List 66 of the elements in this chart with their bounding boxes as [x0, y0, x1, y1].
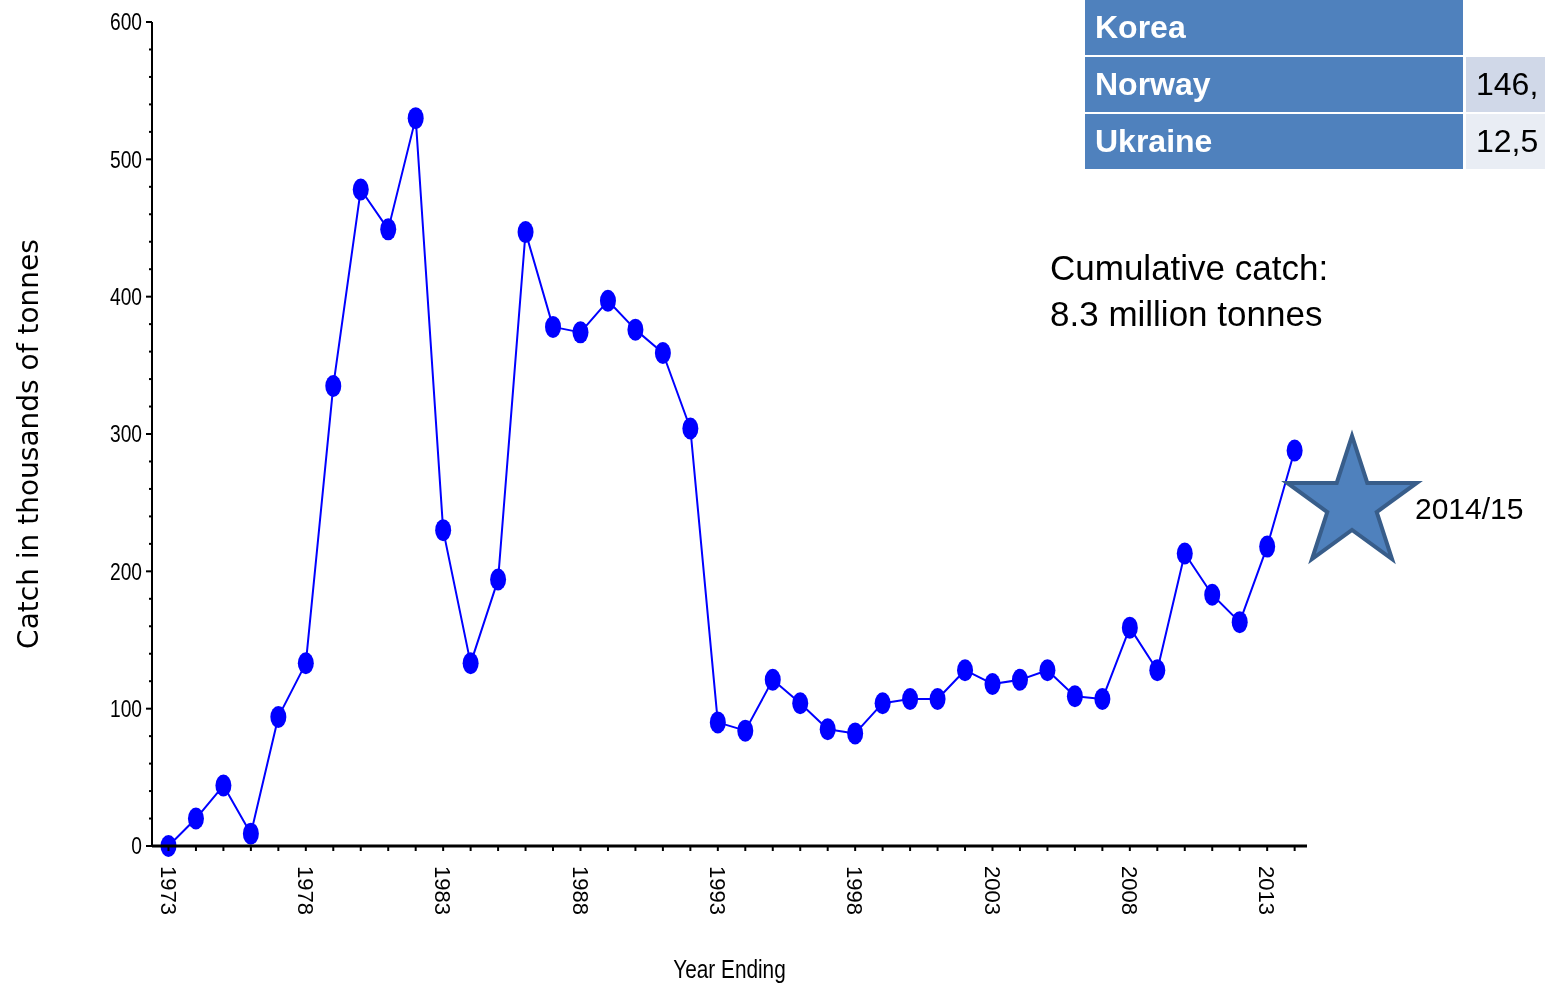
y-tick-label: 600 — [109, 8, 142, 36]
annotation: Norway — [1095, 66, 1211, 102]
point — [1121, 616, 1138, 639]
point — [490, 568, 507, 591]
point — [1094, 688, 1111, 711]
point — [627, 318, 644, 341]
point — [1039, 659, 1056, 682]
y-tick-label: 500 — [109, 145, 142, 174]
point — [984, 672, 1001, 695]
point — [380, 218, 397, 241]
point — [929, 688, 946, 711]
point — [517, 221, 534, 244]
x-tick-label: 1973 — [155, 866, 181, 915]
point — [654, 341, 671, 364]
point — [599, 289, 616, 312]
point — [819, 718, 836, 741]
point — [435, 519, 452, 542]
point — [682, 417, 699, 440]
y-tick-label: 100 — [109, 694, 142, 723]
text: 2014/15 — [1415, 492, 1524, 525]
point — [462, 652, 479, 675]
point — [1011, 668, 1028, 691]
x-tick-label: 2013 — [1254, 866, 1280, 915]
text: 12,5 — [1476, 123, 1539, 159]
y-tick-label: 200 — [109, 557, 142, 586]
y-tick-label: 300 — [109, 420, 142, 448]
point — [545, 315, 562, 338]
x-tick-label: 2003 — [979, 866, 1005, 915]
point — [737, 719, 754, 742]
point — [1231, 611, 1248, 634]
x-tick-label: 1978 — [293, 866, 319, 915]
point — [792, 692, 809, 715]
point — [1149, 659, 1166, 682]
point — [957, 659, 974, 682]
x-tick-label: 1993 — [705, 866, 731, 915]
x-tick-label: 1988 — [567, 866, 593, 915]
point — [1286, 439, 1303, 462]
annotation: Ukraine — [1095, 123, 1213, 159]
point — [1176, 542, 1193, 565]
point — [270, 705, 287, 728]
annotation: Cumulative catch: 8.3 million tonnes — [1050, 248, 1329, 333]
point — [215, 774, 232, 797]
y-tick-label: 400 — [109, 282, 142, 311]
point — [709, 711, 726, 734]
annotation: Korea — [1095, 9, 1186, 45]
x-tick-label: 1983 — [430, 866, 456, 915]
point — [1066, 685, 1083, 708]
y-tick-label: 0 — [131, 832, 142, 860]
y-axis-title: Catch in thousands of tonnes — [12, 239, 45, 649]
point — [847, 722, 864, 745]
point — [874, 692, 891, 715]
point — [902, 688, 919, 711]
x-tick-label: 2008 — [1117, 866, 1143, 915]
point — [1204, 583, 1221, 606]
point — [764, 668, 781, 691]
text: 146, — [1476, 66, 1539, 102]
point — [407, 107, 424, 130]
point — [325, 374, 342, 397]
x-tick-label: 1998 — [842, 866, 868, 915]
point — [1259, 535, 1276, 558]
point — [242, 822, 259, 845]
point — [297, 652, 314, 675]
point — [572, 321, 589, 344]
x-axis-title: Year Ending — [673, 954, 786, 984]
point — [352, 178, 369, 201]
point — [187, 807, 204, 830]
